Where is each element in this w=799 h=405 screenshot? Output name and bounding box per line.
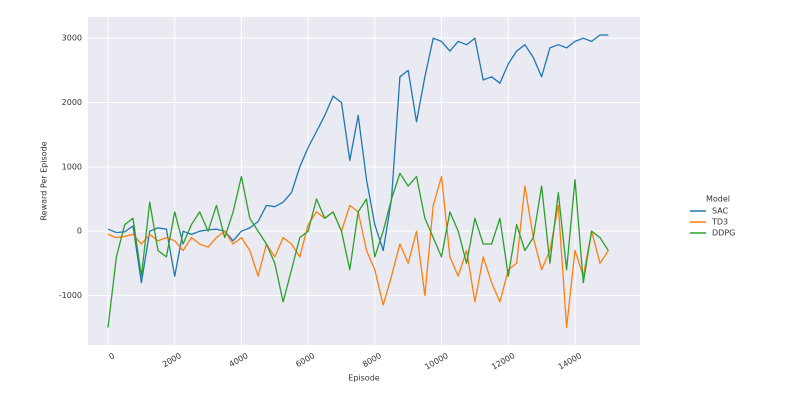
x-tick-label: 8000 — [361, 351, 383, 369]
y-tick-label: 1000 — [62, 162, 82, 171]
legend-label: SAC — [712, 207, 729, 216]
y-tick-label: -1000 — [59, 291, 82, 300]
series-line — [107, 34, 609, 284]
series-line — [107, 172, 609, 328]
x-tick-label: 10000 — [423, 351, 450, 372]
x-tick-label: 0 — [107, 351, 116, 361]
x-tick-label: 14000 — [557, 351, 584, 372]
y-tick-label: 2000 — [62, 98, 82, 107]
legend-label: DDPG — [712, 229, 735, 238]
legend-title: Model — [706, 195, 730, 204]
x-tick-label: 4000 — [228, 351, 250, 369]
x-tick-label: 12000 — [490, 351, 517, 372]
y-tick-label: 3000 — [62, 34, 82, 43]
plot-area — [88, 17, 640, 345]
y-tick-label: 0 — [77, 227, 82, 236]
y-axis-label: Reward Per Episode — [40, 141, 49, 220]
x-tick-label: 6000 — [294, 351, 316, 369]
x-tick-label: 2000 — [161, 351, 183, 369]
legend-label: TD3 — [711, 218, 728, 227]
x-axis-label: Episode — [348, 374, 379, 383]
